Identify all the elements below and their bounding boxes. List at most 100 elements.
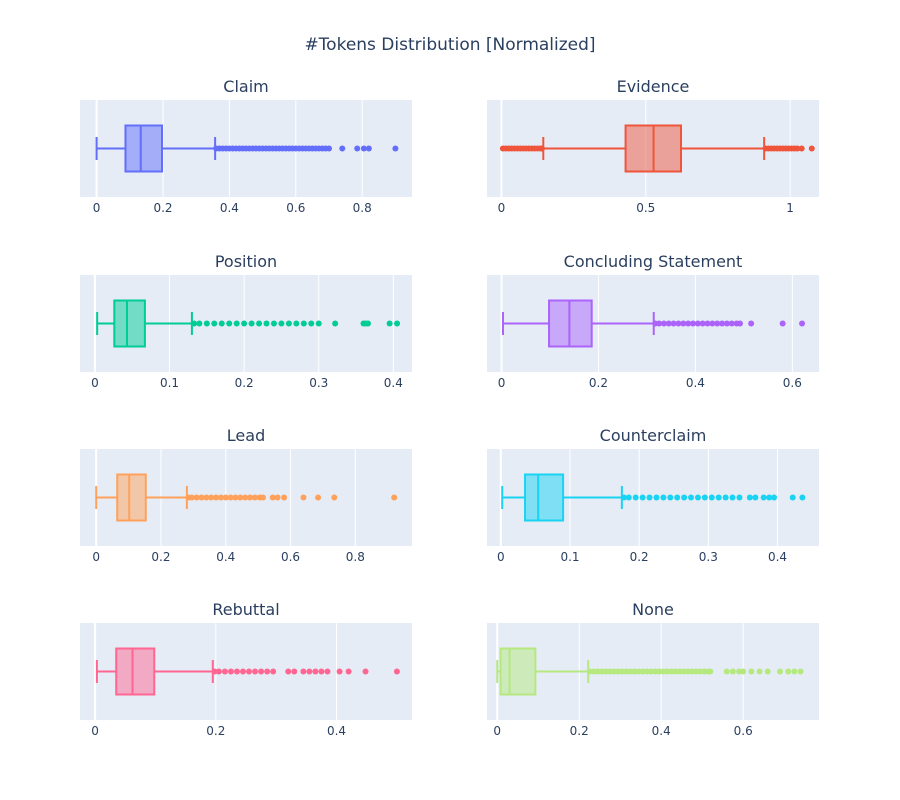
- outlier-point: [221, 668, 228, 675]
- outlier-point: [318, 668, 325, 675]
- outlier-point: [752, 494, 759, 501]
- outlier-point: [324, 668, 331, 675]
- outlier-point: [258, 668, 265, 675]
- outlier-point: [611, 668, 618, 675]
- outlier-point: [239, 668, 246, 675]
- outlier-point: [260, 494, 267, 501]
- outlier-point: [689, 320, 696, 327]
- iqr-box: [499, 647, 537, 696]
- outlier-point: [652, 668, 659, 675]
- outlier-point: [631, 668, 638, 675]
- outlier-point: [697, 668, 704, 675]
- outlier-point: [203, 494, 210, 501]
- outlier-point: [364, 320, 371, 327]
- outlier-point: [269, 494, 276, 501]
- x-tick-label: 0.6: [734, 724, 753, 738]
- outlier-point: [719, 320, 726, 327]
- outlier-point: [694, 320, 701, 327]
- outlier-point: [241, 320, 248, 327]
- x-tick-label: 0.4: [768, 550, 787, 564]
- outlier-point: [285, 320, 292, 327]
- subplot-counterclaim: Counterclaim 0 0.1 0.2 0.3 0.4: [487, 426, 819, 564]
- iqr-box: [524, 473, 565, 522]
- outlier-point: [740, 668, 747, 675]
- outlier-point: [625, 494, 632, 501]
- outlier-point: [291, 668, 298, 675]
- x-tick-label: 0.2: [630, 550, 649, 564]
- outlier-point: [688, 494, 695, 501]
- x-tick-label: 0: [497, 550, 505, 564]
- x-tick-label: 0.2: [570, 724, 589, 738]
- outlier-point: [664, 668, 671, 675]
- x-tick-label: 0.6: [286, 201, 305, 215]
- outlier-point: [270, 668, 277, 675]
- subplot-concluding-statement: Concluding Statement 0 0.2 0.4 0.6: [487, 252, 819, 390]
- outlier-point: [794, 145, 801, 152]
- x-tick-label: 0.4: [384, 376, 403, 390]
- outlier-point: [656, 668, 663, 675]
- outlier-point: [736, 668, 743, 675]
- outlier-point: [694, 494, 701, 501]
- x-tick-label: 0: [93, 201, 101, 215]
- outlier-point: [808, 145, 815, 152]
- outlier-point: [789, 494, 796, 501]
- outlier-point: [242, 494, 249, 501]
- outlier-point: [646, 494, 653, 501]
- outlier-point: [300, 494, 307, 501]
- outlier-point: [674, 494, 681, 501]
- outlier-point: [598, 668, 605, 675]
- outlier-point: [252, 668, 259, 675]
- subplot-evidence: Evidence 0 0.5 1: [487, 77, 819, 215]
- outlier-point: [714, 320, 721, 327]
- x-tick-label: 0.4: [686, 376, 705, 390]
- outlier-point: [246, 668, 253, 675]
- chart-title: #Tokens Distribution [Normalized]: [304, 35, 595, 55]
- outlier-point: [336, 668, 343, 675]
- outlier-point: [693, 668, 700, 675]
- outlier-point: [667, 494, 674, 501]
- iqr-box: [115, 647, 156, 696]
- outlier-point: [274, 494, 281, 501]
- outlier-point: [653, 494, 660, 501]
- outlier-point: [339, 145, 346, 152]
- x-tick-label: 0.8: [353, 201, 372, 215]
- outlier-point: [675, 320, 682, 327]
- outlier-point: [672, 668, 679, 675]
- outlier-point: [326, 145, 332, 152]
- outlier-point: [639, 494, 646, 501]
- outlier-point: [766, 494, 773, 501]
- outlier-point: [779, 320, 786, 327]
- outlier-point: [226, 320, 233, 327]
- x-tick-label: 0: [91, 724, 99, 738]
- x-tick-label: 0.5: [636, 201, 655, 215]
- outlier-point: [684, 668, 691, 675]
- outlier-point: [227, 668, 234, 675]
- outlier-point: [615, 668, 622, 675]
- outlier-point: [620, 494, 627, 501]
- outlier-point: [729, 494, 736, 501]
- outlier-point: [777, 668, 784, 675]
- outlier-point: [233, 320, 240, 327]
- outlier-point: [312, 668, 319, 675]
- outlier-point: [281, 494, 288, 501]
- outlier-point: [394, 320, 401, 327]
- outlier-point: [709, 320, 716, 327]
- x-tick-label: 0.2: [589, 376, 608, 390]
- outlier-point: [354, 145, 361, 152]
- outlier-point: [251, 494, 258, 501]
- outlier-point: [211, 668, 218, 675]
- outlier-point: [222, 494, 229, 501]
- outlier-point: [306, 668, 313, 675]
- outlier-point: [701, 668, 708, 675]
- outlier-point: [670, 320, 677, 327]
- outlier-point: [798, 145, 805, 152]
- x-tick-label: 0: [92, 550, 100, 564]
- outlier-point: [594, 668, 601, 675]
- outlier-point: [215, 668, 222, 675]
- outlier-point: [680, 320, 687, 327]
- subplot-rebuttal: Rebuttal 0 0.2 0.4: [80, 600, 412, 738]
- outlier-point: [198, 494, 205, 501]
- outlier-point: [685, 320, 692, 327]
- outlier-point: [256, 320, 263, 327]
- outlier-point: [392, 145, 399, 152]
